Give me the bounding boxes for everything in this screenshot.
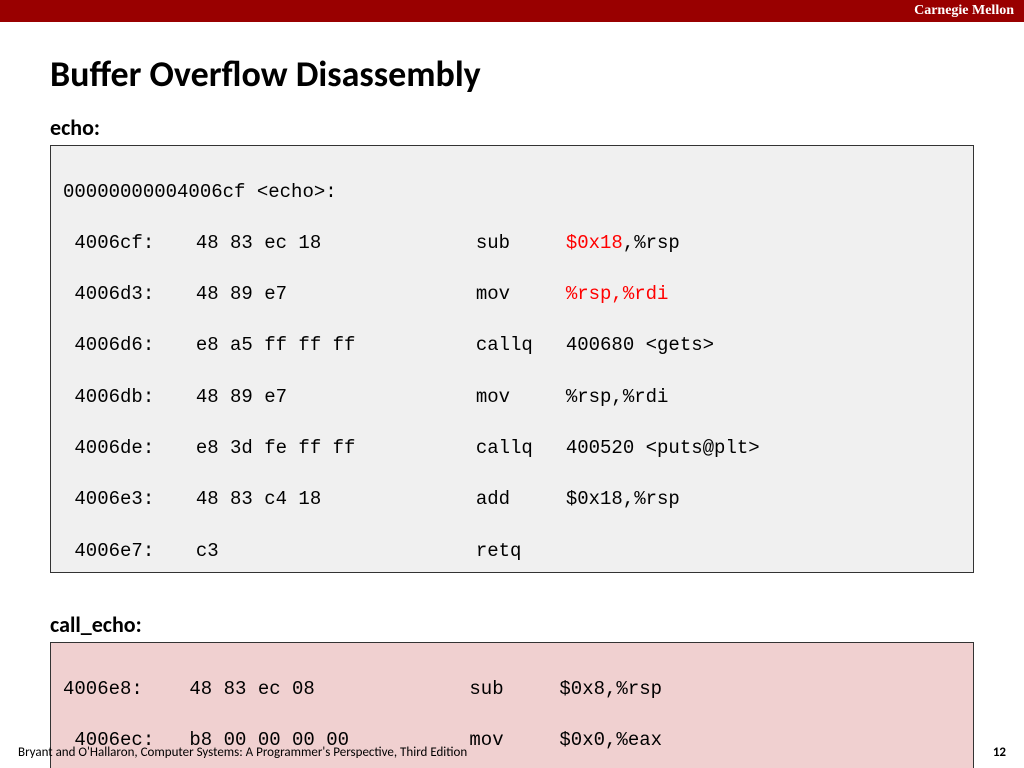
- code-row: 4006db: 48 89 e7mov%rsp,%rdi: [63, 385, 961, 411]
- code-op-pre: 400520 <puts@plt>: [566, 437, 760, 459]
- code-bytes: c3: [196, 539, 476, 565]
- code-bytes: 48 83 ec 18: [196, 231, 476, 257]
- code-mnem: add: [476, 487, 566, 513]
- code-addr: 4006e3:: [63, 487, 173, 513]
- code-row: 4006d3: 48 89 e7mov%rsp,%rdi: [63, 282, 961, 308]
- code-mnem: mov: [476, 385, 566, 411]
- footer: Bryant and O'Hallaron, Computer Systems:…: [0, 745, 1024, 760]
- code-op-hl: $0x18: [566, 232, 623, 254]
- footer-citation: Bryant and O'Hallaron, Computer Systems:…: [18, 745, 467, 760]
- code-header: 00000000004006cf <echo>:: [63, 180, 961, 206]
- code-addr: 4006db:: [63, 385, 173, 411]
- code-row: 4006e3: 48 83 c4 18add$0x18,%rsp: [63, 487, 961, 513]
- code-mnem: sub: [476, 231, 566, 257]
- code-op-hl: %rsp,%rdi: [566, 283, 669, 305]
- code-bytes: e8 a5 ff ff ff: [196, 333, 476, 359]
- code-bytes: 48 83 ec 08: [189, 677, 469, 703]
- code-op: $0x8,%rsp: [559, 678, 662, 700]
- code-mnem: mov: [476, 282, 566, 308]
- code-mnem: callq: [476, 333, 566, 359]
- section-label-callecho: call_echo:: [50, 611, 974, 638]
- code-addr: 4006cf:: [63, 231, 173, 257]
- spacer: [50, 573, 974, 611]
- code-row: 4006e8: 48 83 ec 08sub$0x8,%rsp: [63, 677, 961, 703]
- content-area: Buffer Overflow Disassembly echo: 000000…: [0, 22, 1024, 768]
- code-bytes: 48 89 e7: [196, 282, 476, 308]
- code-bytes: 48 83 c4 18: [196, 487, 476, 513]
- code-row: 4006e7: c3retq: [63, 539, 961, 565]
- code-addr: 4006e8:: [63, 677, 178, 703]
- code-op-post: ,%rsp: [623, 232, 680, 254]
- code-op-pre: 400680 <gets>: [566, 334, 714, 356]
- code-row: 4006cf: 48 83 ec 18sub$0x18,%rsp: [63, 231, 961, 257]
- code-block-echo: 00000000004006cf <echo>: 4006cf: 48 83 e…: [50, 145, 974, 573]
- brand-text: Carnegie Mellon: [914, 3, 1014, 19]
- code-mnem: retq: [476, 539, 566, 565]
- top-bar: Carnegie Mellon: [0, 0, 1024, 22]
- code-row: 4006d6: e8 a5 ff ff ffcallq400680 <gets>: [63, 333, 961, 359]
- code-addr: 4006de:: [63, 436, 173, 462]
- code-mnem: callq: [476, 436, 566, 462]
- code-op-pre: $0x18,%rsp: [566, 488, 680, 510]
- code-addr: 4006d3:: [63, 282, 173, 308]
- code-addr: 4006e7:: [63, 539, 173, 565]
- code-mnem: sub: [469, 677, 559, 703]
- code-row: 4006de: e8 3d fe ff ffcallq400520 <puts@…: [63, 436, 961, 462]
- code-bytes: e8 3d fe ff ff: [196, 436, 476, 462]
- code-op-pre: %rsp,%rdi: [566, 386, 669, 408]
- section-label-echo: echo:: [50, 114, 974, 141]
- code-bytes: 48 89 e7: [196, 385, 476, 411]
- page-title: Buffer Overflow Disassembly: [50, 52, 974, 96]
- page-number: 12: [993, 745, 1006, 760]
- code-addr: 4006d6:: [63, 333, 173, 359]
